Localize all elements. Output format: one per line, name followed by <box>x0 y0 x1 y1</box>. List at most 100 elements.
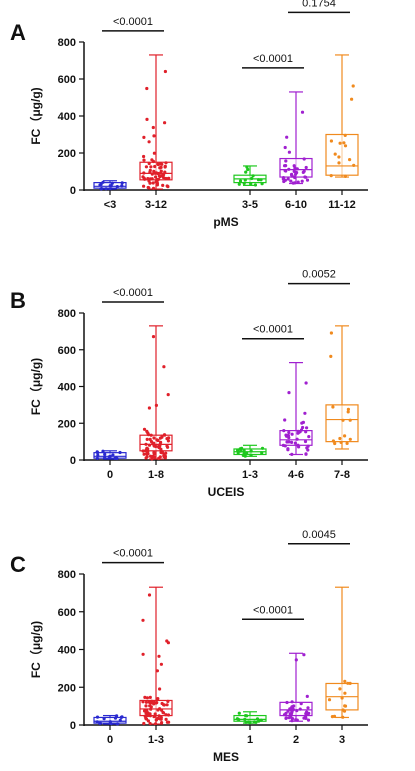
data-point <box>246 167 250 172</box>
data-point <box>245 451 249 455</box>
y-tick-label: 400 <box>58 111 76 123</box>
data-point <box>149 454 153 458</box>
data-point <box>290 440 294 444</box>
p-value-label: <0.0001 <box>253 53 293 65</box>
data-point <box>281 177 285 181</box>
data-point <box>154 180 158 184</box>
data-point <box>286 709 290 713</box>
data-point <box>260 446 265 450</box>
data-point <box>166 393 170 397</box>
data-point <box>109 184 113 188</box>
data-point <box>115 722 119 726</box>
x-tick-label: 6-10 <box>285 199 307 211</box>
data-point <box>338 436 342 441</box>
data-point <box>283 164 287 168</box>
data-point <box>151 181 155 185</box>
x-tick-label: 1 <box>247 734 253 746</box>
p-value-label: <0.0001 <box>253 324 293 336</box>
x-tick-label: 3 <box>339 734 345 746</box>
data-point <box>305 694 309 699</box>
data-point <box>144 704 148 708</box>
x-tick-label: 1-3 <box>148 734 164 746</box>
data-point <box>149 433 153 437</box>
data-point <box>153 164 157 169</box>
y-tick-label: 800 <box>58 37 76 49</box>
data-point <box>161 183 165 187</box>
x-tick-label: <3 <box>104 199 117 211</box>
data-point <box>250 176 254 181</box>
data-point <box>346 407 350 411</box>
data-point <box>302 653 306 657</box>
data-point <box>242 448 246 453</box>
data-point <box>289 712 294 716</box>
data-point <box>145 117 149 121</box>
data-point <box>246 720 250 724</box>
data-point <box>160 451 164 455</box>
data-point <box>151 125 155 130</box>
data-point <box>145 86 149 91</box>
data-point <box>348 681 352 686</box>
data-point <box>290 700 294 704</box>
panel-A: A 0 200 400 600 800 FC（μg/g) pMS <3 3-12 3-5 6-10 11… <box>10 0 368 229</box>
data-point <box>152 134 156 138</box>
data-point <box>150 172 154 176</box>
data-point <box>98 721 103 725</box>
data-point <box>303 439 308 444</box>
data-point <box>296 443 300 447</box>
data-point <box>307 435 311 439</box>
x-tick-label: 4-6 <box>288 469 304 481</box>
y-tick-label: 600 <box>58 607 76 619</box>
data-point <box>350 97 354 101</box>
data-point <box>260 182 264 186</box>
data-point <box>295 709 299 713</box>
data-point <box>256 178 261 182</box>
data-point <box>165 437 169 441</box>
data-point <box>305 178 310 182</box>
box-group: 1-3 <box>139 586 173 746</box>
box-group: <3 <box>93 180 127 211</box>
data-point <box>343 144 348 148</box>
data-point <box>110 181 114 185</box>
data-point <box>96 453 100 457</box>
data-point <box>152 700 156 705</box>
y-axis-title: FC（μg/g) <box>28 87 43 144</box>
y-tick-label: 0 <box>70 185 76 197</box>
p-value-label: <0.0001 <box>253 604 293 616</box>
data-point <box>147 140 151 144</box>
data-point <box>282 429 286 433</box>
data-point <box>146 719 150 723</box>
data-point <box>146 185 150 190</box>
data-point <box>144 716 148 721</box>
data-point <box>157 714 161 718</box>
data-point <box>153 455 157 459</box>
data-point <box>300 110 305 114</box>
data-point <box>284 711 288 716</box>
x-axis-title: MES <box>213 750 239 764</box>
data-point <box>294 170 298 174</box>
data-point <box>147 406 151 410</box>
data-point <box>162 703 166 707</box>
data-point <box>259 178 263 182</box>
data-point <box>146 449 150 453</box>
data-point <box>300 421 304 425</box>
data-point <box>289 179 293 183</box>
data-point <box>166 439 170 443</box>
y-axis-title: FC（μg/g) <box>28 358 43 415</box>
y-tick-label: 600 <box>58 74 76 86</box>
p-value-label: 0.1754 <box>302 0 336 9</box>
data-point <box>152 441 156 445</box>
data-point <box>164 717 168 722</box>
data-point <box>165 703 169 707</box>
data-point <box>147 593 152 597</box>
data-point <box>243 717 247 721</box>
data-point <box>155 183 159 187</box>
data-point <box>146 431 150 435</box>
data-point <box>301 170 305 174</box>
data-point <box>120 184 124 188</box>
data-point <box>243 178 247 182</box>
data-point <box>284 716 288 721</box>
data-point <box>152 450 156 455</box>
data-point <box>166 176 170 181</box>
data-point <box>150 457 154 461</box>
data-point <box>284 169 288 173</box>
